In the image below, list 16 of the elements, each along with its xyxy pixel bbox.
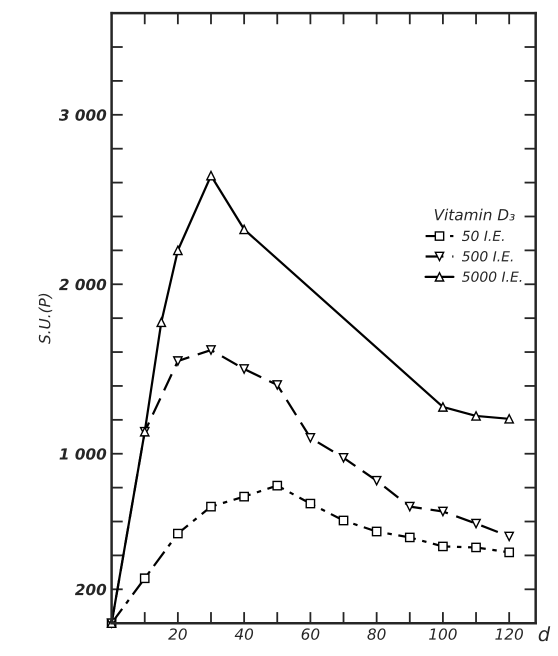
legend-label: 500 I.E. xyxy=(462,251,512,262)
legend-label: 50 I.E. xyxy=(462,230,504,242)
x-tick-label: 60 xyxy=(302,628,320,640)
x-axis-title: d xyxy=(538,626,550,642)
x-tick-label: 100 xyxy=(429,628,457,640)
legend-label: 5000 I.E. xyxy=(462,271,522,282)
y-tick-label: 1 000 xyxy=(60,448,106,460)
x-tick-label: 20 xyxy=(168,628,187,640)
x-tick-label: 80 xyxy=(367,628,386,640)
y-axis-title: S.U.(P) xyxy=(38,294,52,344)
y-tick-label: 2 000 xyxy=(59,278,106,290)
x-tick-label: 120 xyxy=(495,628,523,640)
legend-title: Vitamin D₃ xyxy=(434,208,515,220)
y-tick-label: 200 xyxy=(74,584,106,596)
x-tick-label: 40 xyxy=(234,628,254,640)
y-tick-label: 3 000 xyxy=(58,109,106,121)
